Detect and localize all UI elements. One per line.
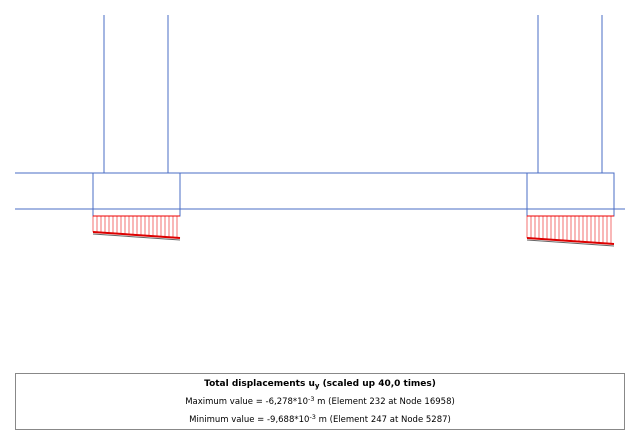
right-footing: [526, 172, 615, 217]
deformed-base-shadow: [92, 233, 181, 241]
legend-frame: [15, 373, 625, 430]
min-exponent: -3: [309, 413, 315, 421]
deformed-base-shadow: [526, 239, 615, 247]
max-suffix: m (Element 232 at Node 16958): [314, 397, 454, 407]
max-text: Maximum value = -6,278*10: [185, 397, 308, 407]
geometry: [15, 15, 625, 217]
min-suffix: m (Element 247 at Node 5287): [316, 415, 451, 425]
deformed-base: [526, 237, 615, 245]
deformed-base: [92, 231, 181, 239]
min-text: Minimum value = -9,688*10: [189, 415, 309, 425]
title-suffix: (scaled up 40,0 times): [319, 379, 435, 389]
legend-title: Total displacements uy (scaled up 40,0 t…: [204, 379, 436, 390]
legend-box: Total displacements uy (scaled up 40,0 t…: [15, 373, 625, 430]
left-wall-outline: [15, 15, 105, 174]
left-footing: [92, 172, 181, 217]
title-text: Total displacements u: [204, 379, 315, 389]
legend-maximum: Maximum value = -6,278*10-3 m (Element 2…: [185, 395, 455, 407]
title-subscript: y: [315, 382, 320, 390]
middle-outline: [167, 15, 527, 174]
right-wall-outer: [601, 15, 614, 174]
legend-minimum: Minimum value = -9,688*10-3 m (Element 2…: [189, 413, 451, 425]
max-exponent: -3: [308, 395, 314, 403]
displacement-hatching: [92, 215, 615, 247]
